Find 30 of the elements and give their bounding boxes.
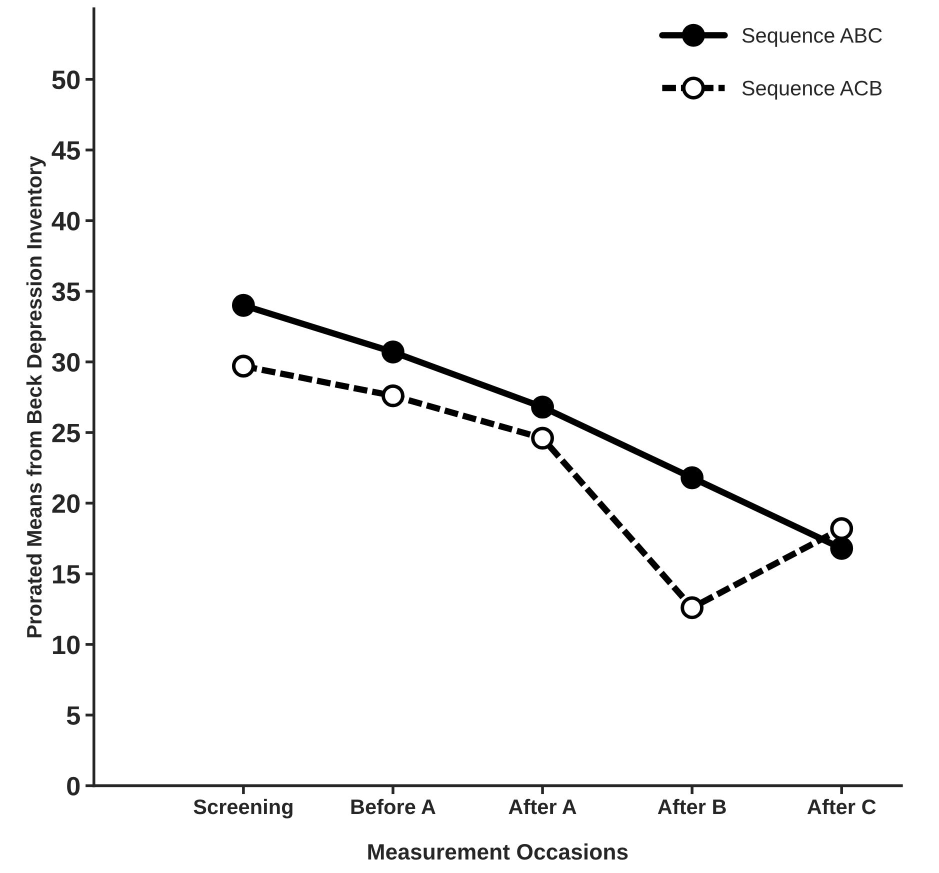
y-tick-label: 25	[52, 424, 80, 442]
x-tick-label: After B	[658, 798, 726, 814]
y-tick-label: 5	[66, 706, 80, 725]
y-tick-label: 50	[52, 70, 80, 90]
y-tick-label: 40	[52, 212, 80, 230]
point	[680, 596, 704, 620]
x-tick-label: After C	[807, 798, 876, 814]
y-axis-title: Prorated Means from Beck Depression Inventory	[26, 156, 46, 638]
x-tick-label: Screening	[194, 798, 292, 818]
y-tick-label: 15	[53, 565, 80, 584]
y-tick-label: 0	[67, 776, 80, 796]
point	[232, 294, 255, 317]
legend-label: Sequence ACB	[742, 80, 882, 100]
y-tick-label: 30	[52, 353, 80, 372]
point	[531, 396, 554, 419]
point	[830, 536, 854, 560]
point	[382, 340, 404, 364]
y-tick-label: 45	[52, 141, 80, 160]
point	[531, 426, 554, 450]
point	[232, 354, 255, 378]
point	[382, 384, 404, 408]
x-axis-title: Measurement Occasions	[368, 843, 628, 860]
y-tick-label: 35	[52, 282, 80, 302]
y-tick-label: 10	[53, 636, 80, 654]
legend-label: Sequence ABC	[742, 28, 882, 47]
point	[830, 517, 854, 540]
y-tick-label: 20	[52, 494, 80, 513]
point	[680, 466, 704, 490]
x-tick-label: Before A	[351, 798, 436, 814]
x-tick-label: After A	[508, 798, 576, 814]
